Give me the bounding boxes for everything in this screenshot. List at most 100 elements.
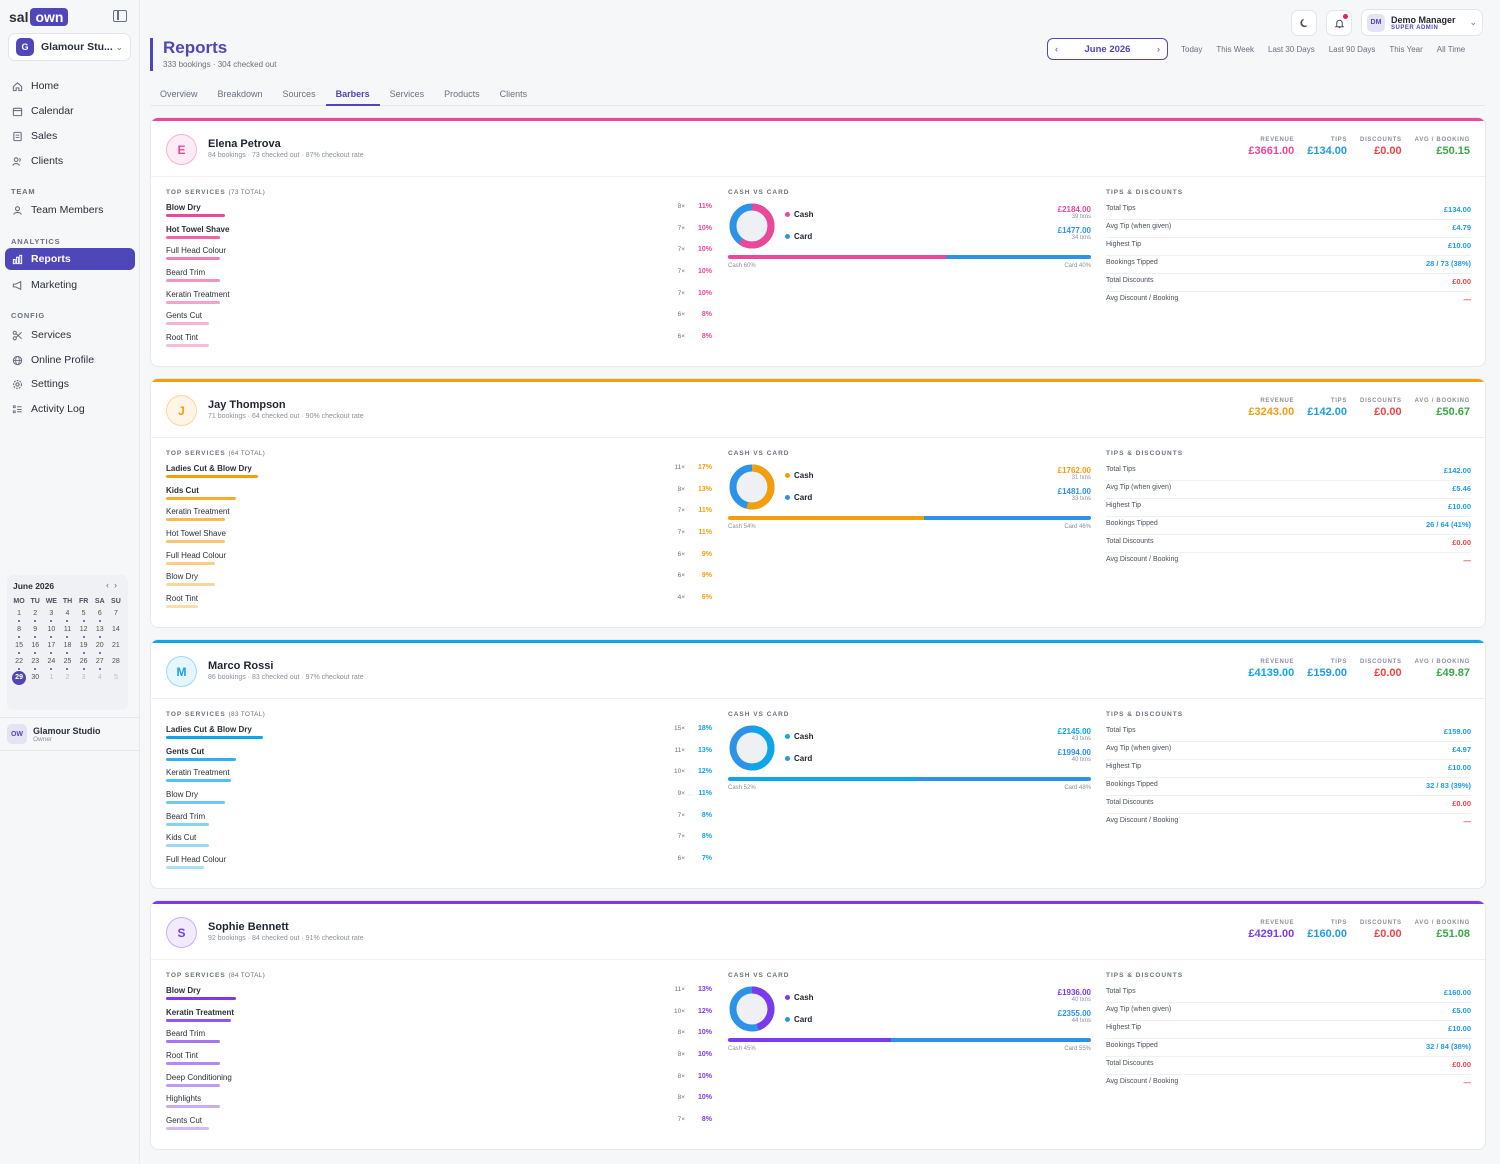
tips-label: Total Tips <box>1106 988 1136 995</box>
calendar-day[interactable]: 4 <box>97 674 102 681</box>
service-percent: 10% <box>697 1072 712 1080</box>
calendar-day[interactable]: 13 <box>92 625 108 638</box>
nav-label: Clients <box>31 155 64 167</box>
brand-logo[interactable]: sal own <box>9 8 69 26</box>
calendar-day[interactable]: 18 <box>59 641 75 654</box>
tips-value: £10.00 <box>1448 241 1471 250</box>
nav-item-clients[interactable]: Clients <box>5 150 135 172</box>
calendar-day[interactable]: 8 <box>11 625 27 638</box>
calendar-day[interactable]: 24 <box>43 657 59 670</box>
calendar-day[interactable]: 17 <box>43 641 59 654</box>
chevron-left-icon[interactable]: ‹ <box>1055 43 1059 55</box>
range-option[interactable]: Last 90 Days <box>1328 44 1376 54</box>
nav-item-home[interactable]: Home <box>5 75 135 97</box>
tips-row: Total Tips £159.00 <box>1106 724 1471 742</box>
barber-name[interactable]: Sophie Bennett <box>208 921 289 933</box>
range-option[interactable]: Today <box>1181 44 1203 54</box>
nav-item-online-profile[interactable]: Online Profile <box>5 349 135 371</box>
tab-clients[interactable]: Clients <box>499 89 528 99</box>
cash-amount: £1762.00 31 txns <box>1058 466 1091 481</box>
calendar-day[interactable]: 1 <box>49 674 54 681</box>
sidebar-account[interactable]: OW Glamour Studio Owner <box>0 717 139 751</box>
calendar-day[interactable]: 6 <box>92 609 108 622</box>
user-menu[interactable]: DM Demo Manager SUPER ADMIN ⌄ <box>1361 9 1483 36</box>
kpi-revenue: REVENUE £4139.00 <box>1248 659 1294 679</box>
range-option[interactable]: All Time <box>1436 44 1466 54</box>
calendar-day[interactable]: 26 <box>76 657 92 670</box>
calendar-day[interactable]: 2 <box>27 609 43 622</box>
calendar-day[interactable]: 14 <box>112 626 120 633</box>
calendar-day[interactable]: 3 <box>43 609 59 622</box>
calendar-day[interactable]: 22 <box>11 657 27 670</box>
calendar-day[interactable]: 27 <box>92 657 108 670</box>
tab-products[interactable]: Products <box>444 89 480 99</box>
nav-item-calendar[interactable]: Calendar <box>5 100 135 122</box>
calendar-day[interactable]: 28 <box>112 658 120 665</box>
current-month[interactable]: June 2026 <box>1084 43 1131 55</box>
calendar-day[interactable]: 19 <box>76 641 92 654</box>
tab-sources[interactable]: Sources <box>282 89 316 99</box>
nav-item-reports[interactable]: Reports <box>5 248 135 270</box>
service-row: Keratin Treatment 7× 11% <box>166 506 712 528</box>
calendar-day[interactable]: 2 <box>65 674 70 681</box>
kpi-value: £160.00 <box>1307 928 1348 940</box>
tab-breakdown[interactable]: Breakdown <box>217 89 263 99</box>
calendar-day[interactable]: 5 <box>113 674 118 681</box>
service-name: Full Head Colour <box>166 855 227 865</box>
sidebar-collapse-icon[interactable] <box>113 10 127 22</box>
tips-row: Total Tips £142.00 <box>1106 463 1471 481</box>
barber-name[interactable]: Elena Petrova <box>208 138 281 150</box>
nav-item-settings[interactable]: Settings <box>5 373 135 395</box>
theme-toggle-button[interactable] <box>1291 10 1317 36</box>
calendar-day[interactable]: 12 <box>76 625 92 638</box>
barber-summary: 86 bookings · 83 checked out · 97% check… <box>208 674 364 681</box>
calendar-day[interactable]: 1 <box>11 609 27 622</box>
kpi-label: AVG / BOOKING <box>1414 398 1470 404</box>
chevron-right-icon[interactable]: › <box>114 580 122 590</box>
section-title-cash-vs-card: CASH VS CARD <box>728 711 790 718</box>
tab-services[interactable]: Services <box>389 89 425 99</box>
chevron-right-icon[interactable]: › <box>1156 43 1160 55</box>
calendar-day[interactable]: 15 <box>11 641 27 654</box>
barber-name[interactable]: Marco Rossi <box>208 660 274 672</box>
nav-item-services[interactable]: Services <box>5 324 135 346</box>
range-option[interactable]: Last 30 Days <box>1268 44 1315 54</box>
calendar-day[interactable]: 21 <box>112 642 120 649</box>
calendar-day[interactable]: 23 <box>27 657 43 670</box>
range-option[interactable]: This Week <box>1216 44 1254 54</box>
nav-item-sales[interactable]: Sales <box>5 125 135 147</box>
calendar-day[interactable]: 20 <box>92 641 108 654</box>
calendar-day[interactable]: 25 <box>59 657 75 670</box>
calendar-day[interactable]: 10 <box>43 625 59 638</box>
tips-discounts-table: Total Tips £142.00 Avg Tip (when given) £5.… <box>1106 463 1471 571</box>
calendar-day[interactable]: 30 <box>31 674 40 681</box>
tips-row: Avg Tip (when given) £4.79 <box>1106 220 1471 238</box>
nav-item-marketing[interactable]: Marketing <box>5 274 135 296</box>
calendar-day[interactable]: 7 <box>113 610 118 617</box>
service-name: Full Head Colour <box>166 550 227 560</box>
notifications-button[interactable] <box>1326 10 1352 36</box>
calendar-day[interactable]: 3 <box>81 674 86 681</box>
nav-item-activity-log[interactable]: Activity Log <box>5 398 135 420</box>
chevron-left-icon[interactable]: ‹ <box>106 580 114 590</box>
mini-calendar-nav[interactable]: ‹› <box>106 580 122 590</box>
calendar-day[interactable]: 16 <box>27 641 43 654</box>
section-title-tips-discounts: TIPS & DISCOUNTS <box>1106 711 1184 718</box>
tips-label: Highest Tip <box>1106 502 1142 509</box>
range-option[interactable]: This Year <box>1389 44 1423 54</box>
tab-overview[interactable]: Overview <box>160 89 198 99</box>
nav-item-team-members[interactable]: Team Members <box>5 199 135 221</box>
tab-barbers[interactable]: Barbers <box>325 85 380 106</box>
calendar-day[interactable]: 9 <box>27 625 43 638</box>
kpi-label: DISCOUNTS <box>1360 920 1402 926</box>
kpi-label: TIPS <box>1330 137 1348 143</box>
calendar-day[interactable]: 11 <box>59 625 75 638</box>
barber-name[interactable]: Jay Thompson <box>208 399 286 411</box>
service-name: Full Head Colour <box>166 246 227 256</box>
top-services-list: Ladies Cut & Blow Dry 15× 18% Gents Cut 11× 1… <box>166 724 712 876</box>
calendar-day[interactable]: 5 <box>76 609 92 622</box>
calendar-day[interactable]: 4 <box>59 609 75 622</box>
calendar-day-today[interactable]: 29 <box>11 671 27 686</box>
tips-row: Total Discounts £0.00 <box>1106 274 1471 292</box>
studio-selector[interactable]: G Glamour Stu... ⌄ <box>8 33 131 61</box>
